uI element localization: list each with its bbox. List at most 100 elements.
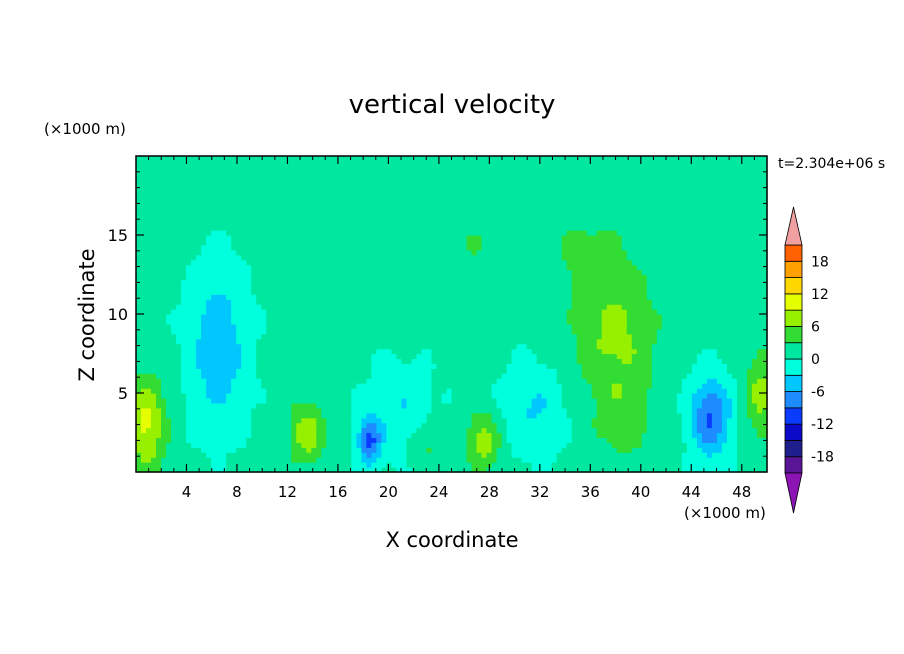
field-cell — [161, 373, 167, 379]
field-cell — [176, 373, 182, 379]
field-cell — [471, 215, 478, 221]
field-cell — [216, 417, 222, 424]
field-cell — [221, 417, 227, 424]
field-cell — [401, 383, 408, 389]
field-cell — [261, 348, 267, 355]
field-cell — [466, 244, 473, 251]
field-cell — [176, 269, 182, 276]
field-cell — [451, 467, 458, 473]
field-cell — [266, 284, 272, 290]
field-cell — [231, 205, 237, 211]
field-cell — [491, 412, 498, 419]
field-cell — [391, 314, 398, 320]
field-cell — [311, 358, 317, 364]
field-cell — [316, 388, 322, 394]
field-cell — [411, 407, 418, 414]
field-cell — [146, 225, 152, 231]
field-cell — [276, 328, 282, 335]
field-cell — [241, 422, 247, 429]
field-cell — [381, 175, 387, 182]
field-cell — [316, 447, 322, 453]
field-cell — [266, 412, 272, 419]
field-cell — [286, 269, 292, 276]
field-cell — [521, 274, 528, 281]
field-cell — [316, 156, 322, 162]
field-cell — [456, 254, 463, 261]
field-cell — [201, 220, 207, 226]
field-cell — [321, 299, 327, 305]
field-cell — [291, 180, 297, 187]
field-cell — [196, 452, 202, 458]
field-cell — [356, 230, 362, 236]
field-cell — [186, 328, 192, 335]
field-cell — [256, 402, 262, 409]
field-cell — [241, 393, 247, 399]
field-cell — [136, 156, 142, 162]
field-cell — [371, 407, 377, 414]
field-cell — [476, 457, 483, 463]
field-cell — [426, 328, 433, 335]
field-cell — [496, 338, 503, 345]
field-cell — [476, 269, 483, 276]
field-cell — [436, 279, 443, 285]
field-cell — [231, 447, 237, 453]
field-cell — [231, 422, 237, 429]
field-cell — [321, 467, 327, 473]
field-cell — [311, 447, 317, 453]
field-cell — [481, 180, 488, 187]
field-cell — [146, 427, 152, 434]
field-cell — [266, 264, 272, 271]
field-cell — [431, 383, 438, 389]
field-cell — [171, 462, 177, 468]
field-cell — [151, 274, 157, 281]
field-cell — [201, 323, 207, 330]
field-cell — [156, 254, 162, 261]
field-cell — [466, 457, 473, 463]
field-cell — [441, 156, 448, 162]
field-cell — [241, 462, 247, 468]
field-cell — [471, 230, 478, 236]
field-cell — [341, 368, 347, 374]
field-cell — [261, 368, 267, 374]
field-cell — [346, 254, 352, 261]
field-cell — [366, 412, 372, 419]
field-cell — [391, 353, 398, 360]
field-cell — [376, 412, 382, 419]
field-cell — [421, 417, 428, 424]
field-cell — [156, 333, 162, 340]
field-cell — [376, 220, 382, 226]
field-cell — [246, 230, 252, 236]
field-cell — [186, 205, 192, 211]
field-cell — [156, 358, 162, 364]
field-cell — [151, 210, 157, 216]
field-cell — [521, 373, 528, 379]
field-cell — [451, 328, 458, 335]
field-cell — [271, 402, 277, 409]
field-cell — [451, 239, 458, 246]
field-cell — [356, 452, 362, 458]
field-cell — [216, 318, 222, 325]
field-cell — [476, 160, 483, 167]
field-cell — [491, 343, 498, 350]
field-cell — [176, 437, 182, 443]
field-cell — [166, 175, 172, 182]
field-cell — [186, 432, 192, 439]
field-cell — [446, 388, 453, 394]
field-cell — [391, 200, 398, 206]
field-cell — [516, 274, 523, 281]
field-cell — [476, 210, 483, 216]
field-cell — [491, 294, 498, 300]
field-cell — [426, 407, 433, 414]
field-cell — [211, 235, 217, 241]
field-cell — [311, 368, 317, 374]
field-cell — [146, 249, 152, 256]
field-cell — [351, 284, 357, 290]
field-cell — [201, 309, 207, 315]
field-cell — [366, 457, 372, 463]
field-cell — [361, 412, 367, 419]
field-cell — [156, 407, 162, 414]
field-cell — [226, 160, 232, 167]
field-cell — [406, 358, 413, 364]
field-cell — [221, 437, 227, 443]
field-cell — [311, 244, 317, 251]
